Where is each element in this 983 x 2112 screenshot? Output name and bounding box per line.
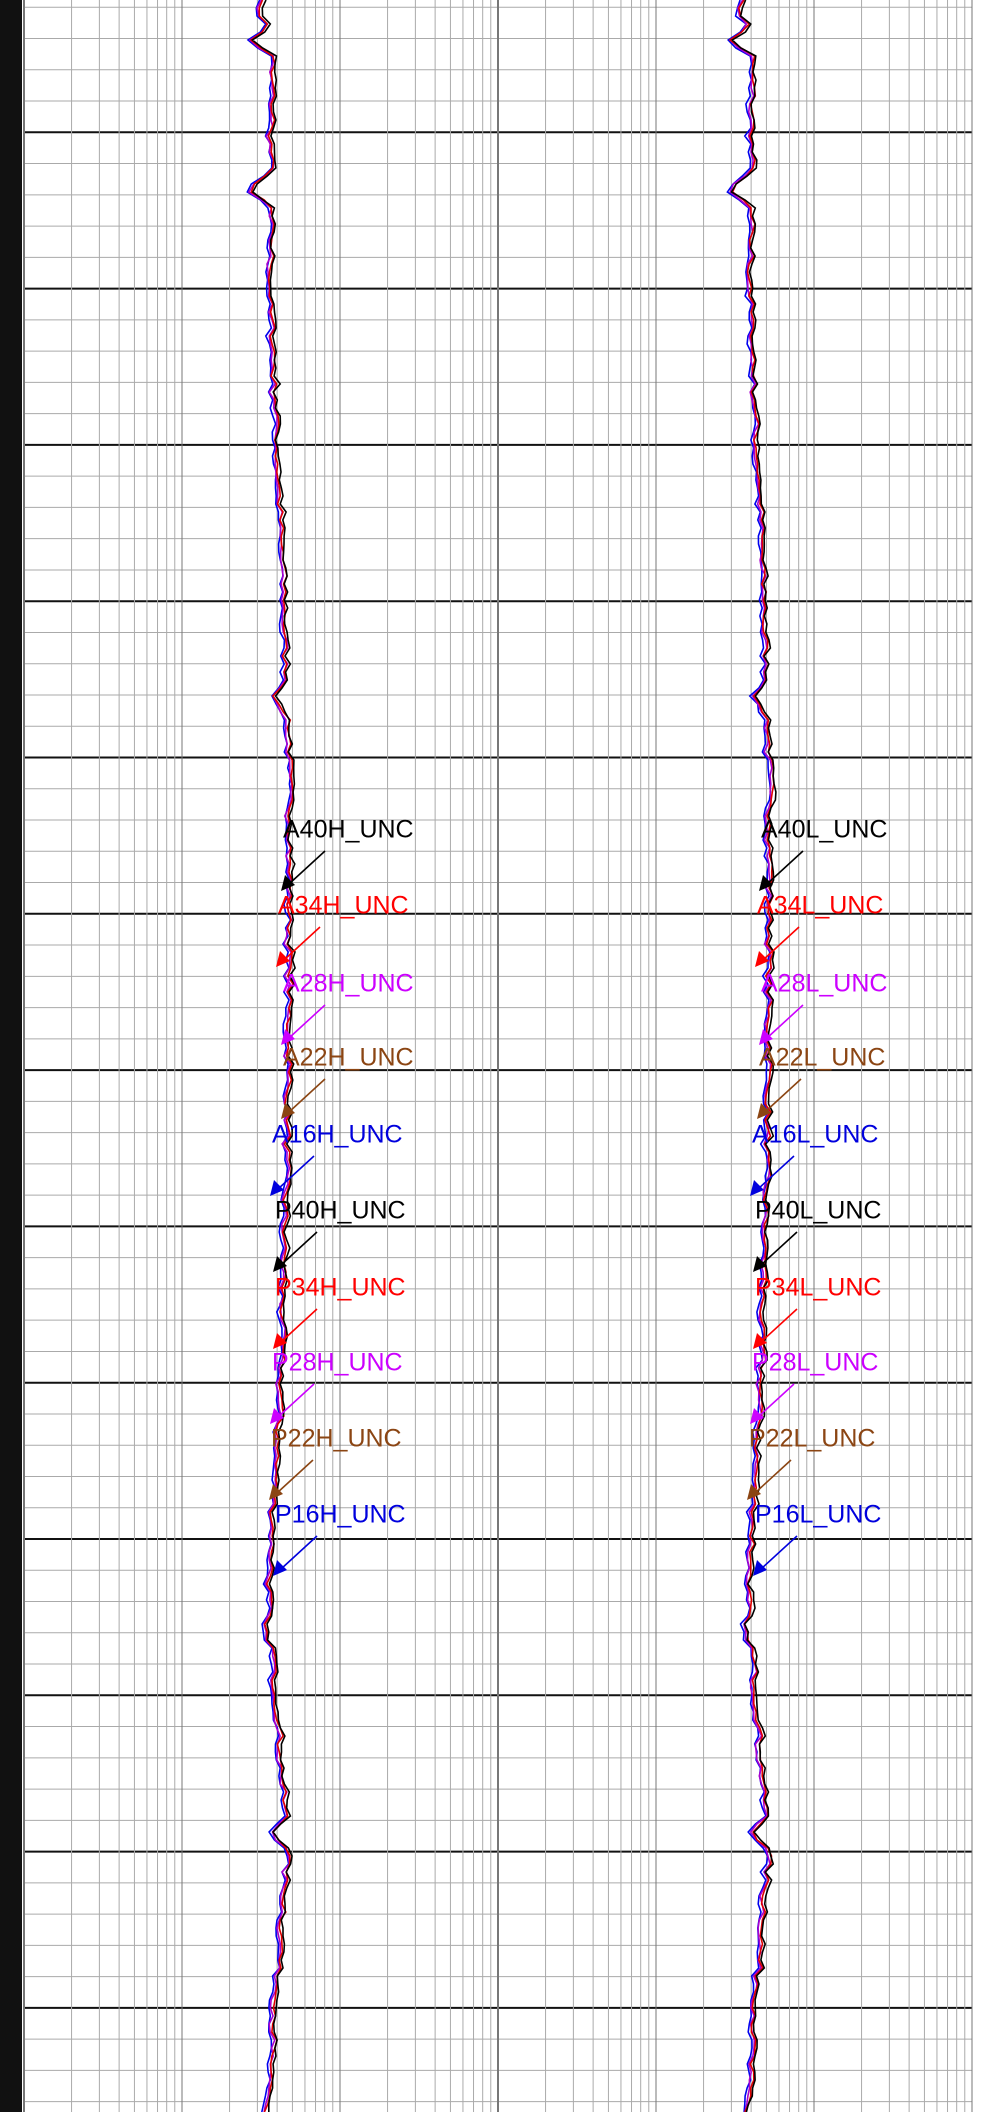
arrow-head [273, 1560, 287, 1576]
curve-label: A22H_UNC [283, 1044, 414, 1072]
label-arrow [280, 1308, 318, 1343]
arrow-head [273, 1333, 287, 1349]
label-arrow [764, 1078, 802, 1113]
curve-label: A34H_UNC [278, 892, 409, 920]
label-arrow [288, 850, 326, 885]
curve-label: P40H_UNC [275, 1197, 406, 1225]
label-arrow [760, 1231, 798, 1266]
curve-label: A16H_UNC [272, 1121, 403, 1149]
label-arrow [757, 1155, 795, 1190]
arrow-head [276, 951, 290, 967]
label-arrow [277, 1383, 315, 1418]
arrow-head [281, 875, 295, 891]
curve-label: P40L_UNC [755, 1197, 881, 1225]
arrow-head [269, 1484, 283, 1500]
arrow-head [750, 1180, 764, 1196]
label-arrow [277, 1155, 315, 1190]
curve-label: A40H_UNC [283, 816, 414, 844]
log-curve [247, 0, 293, 2112]
log-curve [730, 0, 777, 2112]
curve-label: A34L_UNC [757, 892, 883, 920]
curve-label: A40L_UNC [761, 816, 887, 844]
curve-label: P34H_UNC [275, 1274, 406, 1302]
curve-label: A16L_UNC [752, 1121, 878, 1149]
arrow-head [759, 1029, 773, 1045]
label-arrow [288, 1078, 326, 1113]
label-arrow [766, 1004, 804, 1039]
curve-label: P28L_UNC [752, 1349, 878, 1377]
grid [23, 0, 973, 2112]
label-arrow [762, 926, 800, 961]
curve-label: A28H_UNC [283, 970, 414, 998]
arrow-head [270, 1408, 284, 1424]
curve-label: A28L_UNC [761, 970, 887, 998]
curve-label: P22L_UNC [749, 1425, 875, 1453]
arrow-head [281, 1103, 295, 1119]
arrow-head [747, 1484, 761, 1500]
label-arrow [754, 1459, 792, 1494]
curve-label: A22L_UNC [759, 1044, 885, 1072]
label-arrow [280, 1535, 318, 1570]
arrow-head [753, 1560, 767, 1576]
curve-label: P16H_UNC [275, 1501, 406, 1529]
depth-strip [0, 0, 22, 2112]
label-arrow [276, 1459, 314, 1494]
label-arrow [283, 926, 321, 961]
label-arrow [288, 1004, 326, 1039]
arrow-head [755, 951, 769, 967]
arrow-head [753, 1333, 767, 1349]
labels: A40H_UNC A34H_UNC A28H_UNC A22H_UNC A16H_UNC… [269, 816, 887, 1576]
curve-label: P28H_UNC [272, 1349, 403, 1377]
arrow-head [757, 1103, 771, 1119]
curves [246, 0, 777, 2112]
label-arrow [766, 850, 804, 885]
curve-label: P16L_UNC [755, 1501, 881, 1529]
label-arrow [280, 1231, 318, 1266]
arrow-head [281, 1029, 295, 1045]
arrow-head [759, 875, 773, 891]
arrow-head [753, 1256, 767, 1272]
arrow-head [750, 1408, 764, 1424]
arrow-head [270, 1180, 284, 1196]
label-arrow [757, 1383, 795, 1418]
label-arrow [760, 1535, 798, 1570]
curve-label: P34L_UNC [755, 1274, 881, 1302]
curve-label: P22H_UNC [271, 1425, 402, 1453]
log-curve [251, 0, 296, 2112]
label-arrow [760, 1308, 798, 1343]
arrow-head [273, 1256, 287, 1272]
